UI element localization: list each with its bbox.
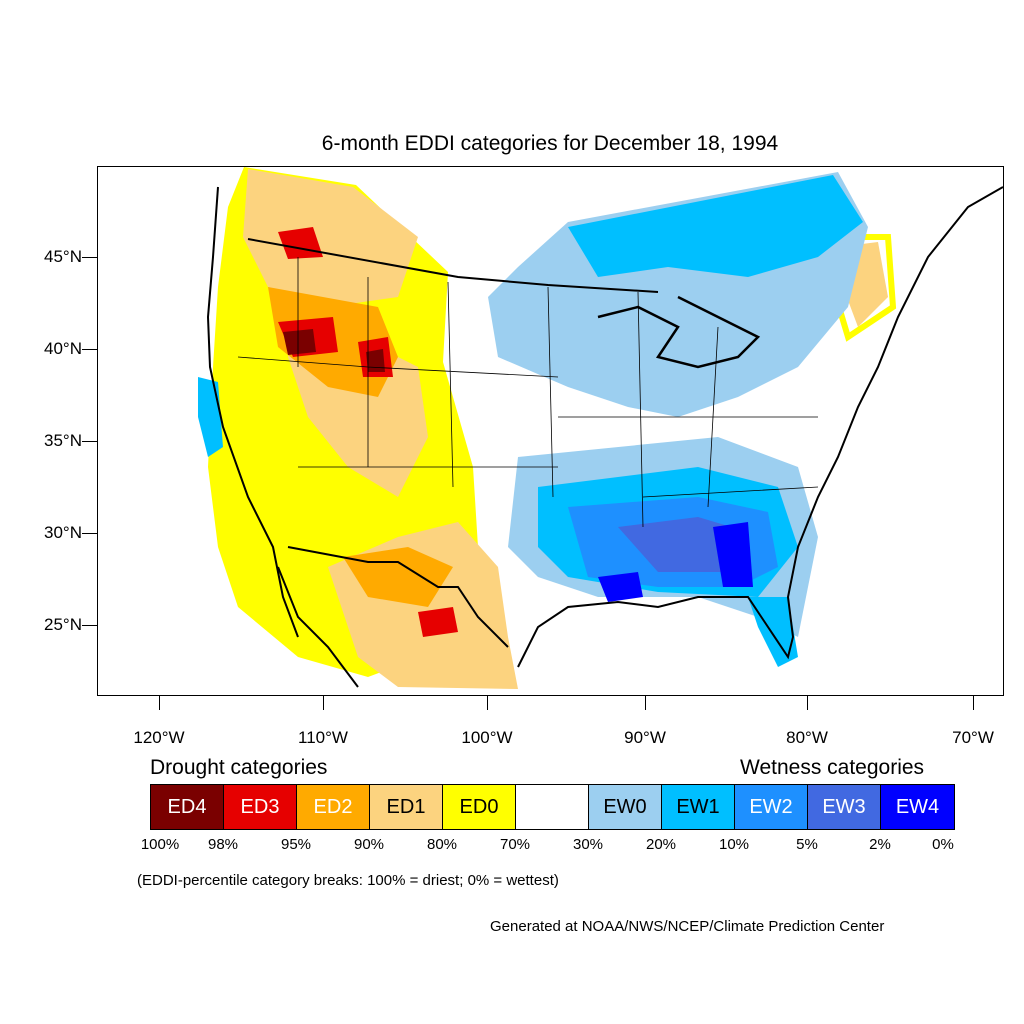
state-lines [237,257,819,528]
legend-box-ed4: ED4 [151,785,224,829]
ed4-region-b [366,349,385,372]
legend-box-ed2: ED2 [297,785,370,829]
lon-tick [159,696,160,710]
mexico-border [287,546,509,648]
eddi-map [198,167,1003,689]
west-coastline [206,186,299,638]
canada-border [247,238,659,293]
ed4-region-a [283,329,316,355]
ew1-region-north [568,175,863,277]
lat-tick [82,625,97,626]
lon-label-70w: 70°W [952,728,994,747]
ew4-region-a [598,572,643,602]
legend-box-ew3: EW3 [808,785,881,829]
lat-label-40: 40°N [44,339,82,358]
lat-label-30: 30°N [44,523,82,542]
lat-label-35: 35°N [44,431,82,450]
lon-tick [645,696,646,710]
legend-break-label: 98% [207,836,239,853]
legend-break-label: 95% [280,836,312,853]
legend-break-label: 100% [140,836,180,853]
legend-box-ew1: EW1 [662,785,735,829]
map-title: 6-month EDDI categories for December 18,… [321,132,779,155]
category-breaks-note: (EDDI-percentile category breaks: 100% =… [137,872,559,889]
legend-break-label: 20% [645,836,677,853]
legend-box-neutral [516,785,589,829]
wet-regions [198,172,868,667]
ed1-region-north [243,169,418,307]
legend-box-ed3: ED3 [224,785,297,829]
lat-tick [82,349,97,350]
legend-break-label: 80% [426,836,458,853]
great-lakes [597,295,761,369]
drought-categories-heading: Drought categories [150,756,328,779]
legend-box-ew4: EW4 [881,785,954,829]
lon-tick [487,696,488,710]
lat-label-45: 45°N [44,247,82,266]
lon-label-90w: 90°W [624,728,666,747]
lat-tick [82,441,97,442]
legend-break-label: 2% [869,836,891,853]
lon-label-110w: 110°W [298,728,348,747]
legend-break-label: 90% [353,836,385,853]
legend-break-label: 5% [796,836,818,853]
drought-regions [208,167,897,689]
lon-label-100w: 100°W [461,728,513,747]
legend-box-ew0: EW0 [589,785,662,829]
credit-line: Generated at NOAA/NWS/NCEP/Climate Predi… [490,918,885,935]
lon-tick [807,696,808,710]
ew4-region-b [713,522,753,587]
lon-label-80w: 80°W [786,728,828,747]
lat-label-25: 25°N [44,615,82,634]
legend-color-bar: ED4 ED3 ED2 ED1 ED0 EW0 EW1 EW2 EW3 EW4 [150,784,955,830]
legend-box-ed1: ED1 [370,785,443,829]
gulf-coastline [517,186,1003,668]
legend-break-label: 0% [932,836,954,853]
mexico-coast [277,566,359,688]
lon-label-120w: 120°W [133,728,185,747]
legend-break-label: 30% [572,836,604,853]
legend-box-ew2: EW2 [735,785,808,829]
boundaries [206,186,1003,688]
lon-tick [323,696,324,710]
legend-break-label: 10% [718,836,750,853]
lon-tick [973,696,974,710]
lat-tick [82,257,97,258]
wetness-categories-heading: Wetness categories [740,756,925,779]
legend-box-ed0: ED0 [443,785,516,829]
lat-tick [82,533,97,534]
legend-break-label: 70% [499,836,531,853]
ed3-region-d [418,607,458,637]
map-panel [97,166,1004,696]
